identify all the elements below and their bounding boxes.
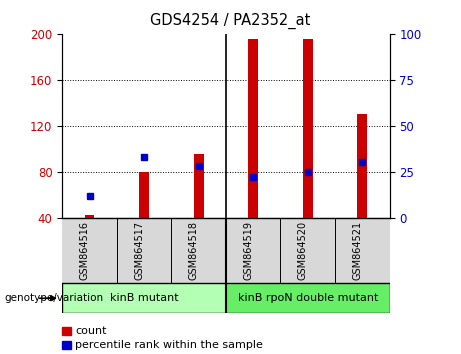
Bar <box>85 215 95 218</box>
Text: percentile rank within the sample: percentile rank within the sample <box>75 340 263 350</box>
Bar <box>194 154 203 218</box>
Bar <box>303 39 313 218</box>
Text: GSM864518: GSM864518 <box>189 221 199 280</box>
Bar <box>62 283 226 313</box>
Text: GSM864519: GSM864519 <box>243 221 253 280</box>
Bar <box>139 172 149 218</box>
Text: count: count <box>75 326 106 336</box>
Bar <box>357 114 367 218</box>
Text: kinB rpoN double mutant: kinB rpoN double mutant <box>237 293 378 303</box>
Text: GSM864517: GSM864517 <box>134 221 144 280</box>
Text: kinB mutant: kinB mutant <box>110 293 178 303</box>
Text: GSM864521: GSM864521 <box>352 221 362 280</box>
Text: GSM864516: GSM864516 <box>79 221 89 280</box>
Bar <box>248 39 258 218</box>
Text: genotype/variation: genotype/variation <box>5 293 104 303</box>
Text: GDS4254 / PA2352_at: GDS4254 / PA2352_at <box>150 12 311 29</box>
Bar <box>226 283 390 313</box>
Text: GSM864520: GSM864520 <box>298 221 307 280</box>
